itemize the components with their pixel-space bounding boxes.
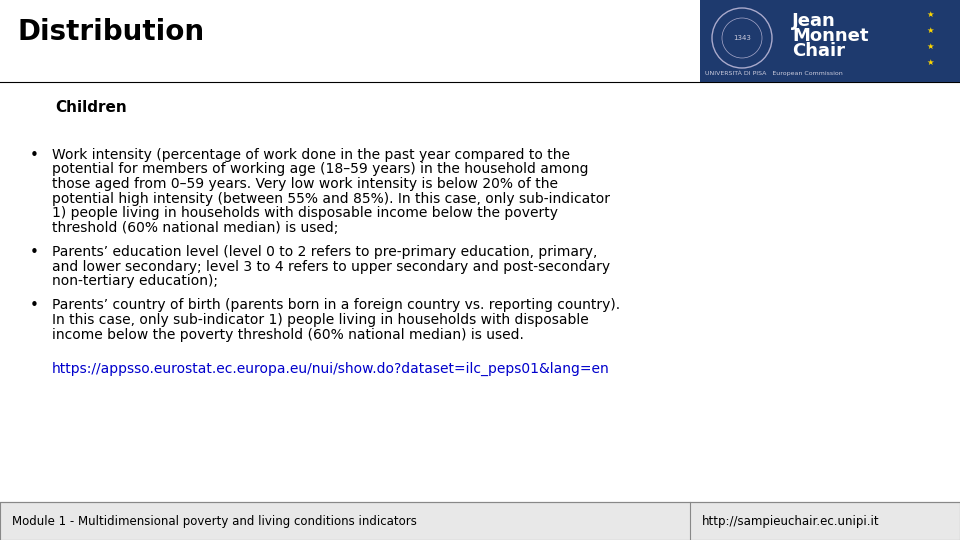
Text: 1343: 1343 bbox=[733, 35, 751, 41]
Text: Module 1 - Multidimensional poverty and living conditions indicators: Module 1 - Multidimensional poverty and … bbox=[12, 515, 417, 528]
Text: potential high intensity (between 55% and 85%). In this case, only sub-indicator: potential high intensity (between 55% an… bbox=[52, 192, 610, 206]
Text: Work intensity (percentage of work done in the past year compared to the: Work intensity (percentage of work done … bbox=[52, 148, 570, 162]
Text: •: • bbox=[30, 148, 38, 163]
Text: Chair: Chair bbox=[792, 42, 845, 60]
Text: potential for members of working age (18–59 years) in the household among: potential for members of working age (18… bbox=[52, 163, 588, 177]
FancyBboxPatch shape bbox=[700, 0, 960, 82]
Text: Distribution: Distribution bbox=[18, 18, 205, 46]
Text: ★: ★ bbox=[926, 42, 934, 51]
Text: threshold (60% national median) is used;: threshold (60% national median) is used; bbox=[52, 220, 338, 234]
Text: Monnet: Monnet bbox=[792, 27, 869, 45]
Text: UNIVERSITÀ DI PISA   European Commission: UNIVERSITÀ DI PISA European Commission bbox=[705, 70, 843, 76]
Text: those aged from 0–59 years. Very low work intensity is below 20% of the: those aged from 0–59 years. Very low wor… bbox=[52, 177, 558, 191]
Text: In this case, only sub-indicator 1) people living in households with disposable: In this case, only sub-indicator 1) peop… bbox=[52, 313, 588, 327]
Text: https://appsso.eurostat.ec.europa.eu/nui/show.do?dataset=ilc_peps01&lang=en: https://appsso.eurostat.ec.europa.eu/nui… bbox=[52, 362, 610, 376]
Text: income below the poverty threshold (60% national median) is used.: income below the poverty threshold (60% … bbox=[52, 327, 524, 341]
Text: Parents’ country of birth (parents born in a foreign country vs. reporting count: Parents’ country of birth (parents born … bbox=[52, 299, 620, 313]
Text: Jean: Jean bbox=[792, 12, 836, 30]
Text: http://sampieuchair.ec.unipi.it: http://sampieuchair.ec.unipi.it bbox=[702, 515, 879, 528]
Text: ★: ★ bbox=[926, 10, 934, 18]
Text: and lower secondary; level 3 to 4 refers to upper secondary and post-secondary: and lower secondary; level 3 to 4 refers… bbox=[52, 260, 611, 273]
Text: •: • bbox=[30, 299, 38, 314]
Text: •: • bbox=[30, 245, 38, 260]
Text: ★: ★ bbox=[926, 57, 934, 66]
Text: ★: ★ bbox=[926, 25, 934, 35]
FancyBboxPatch shape bbox=[0, 502, 960, 540]
Text: 1) people living in households with disposable income below the poverty: 1) people living in households with disp… bbox=[52, 206, 558, 220]
Text: Children: Children bbox=[55, 100, 127, 115]
Text: non-tertiary education);: non-tertiary education); bbox=[52, 274, 218, 288]
Text: Parents’ education level (level 0 to 2 refers to pre-primary education, primary,: Parents’ education level (level 0 to 2 r… bbox=[52, 245, 597, 259]
